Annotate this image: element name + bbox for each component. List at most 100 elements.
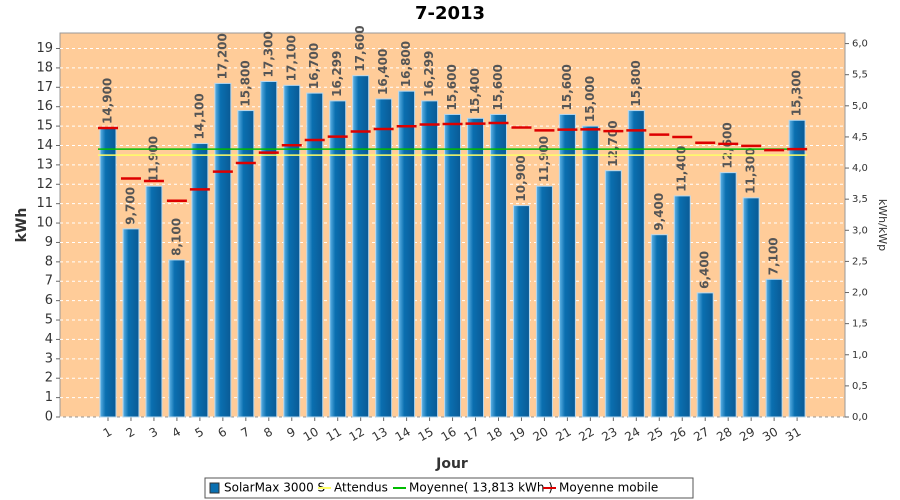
- data-label: 12,700: [606, 120, 620, 166]
- x-tick-label: 19: [507, 425, 527, 445]
- x-tick-label: 22: [576, 425, 596, 445]
- data-label: 16,700: [307, 43, 321, 89]
- y-tick-label: 17: [36, 80, 53, 95]
- y-tick-label: 5: [45, 313, 53, 328]
- x-tick-label: 29: [737, 425, 757, 445]
- legend: [204, 477, 694, 499]
- data-label: 15,300: [790, 70, 804, 116]
- bar: [283, 84, 301, 418]
- data-label: 15,800: [629, 60, 643, 106]
- y2-axis-label: kWh/kWp: [876, 199, 889, 251]
- bar: [535, 185, 553, 418]
- x-tick-label: 14: [393, 425, 413, 445]
- data-label: 17,200: [215, 33, 229, 79]
- x-tick-label: 10: [301, 425, 321, 445]
- bar: [719, 172, 737, 418]
- y2-tick-label: 5,0: [852, 101, 868, 112]
- bar: [604, 170, 622, 418]
- y2-tick-label: 0,0: [852, 412, 868, 423]
- bar: [237, 110, 255, 418]
- data-label: 11,300: [744, 148, 758, 194]
- data-label: 15,600: [445, 64, 459, 110]
- data-label: 17,600: [353, 25, 367, 71]
- y2-tick-label: 0,5: [852, 381, 868, 392]
- x-axis-label: Jour: [435, 456, 468, 472]
- x-tick-label: 11: [324, 425, 344, 445]
- x-tick-label: 27: [691, 425, 711, 445]
- y-tick-label: 16: [36, 99, 53, 114]
- y-tick-label: 11: [36, 196, 53, 211]
- y-tick-label: 13: [36, 157, 53, 172]
- bar: [788, 119, 806, 418]
- bar: [627, 110, 645, 418]
- y-tick-label: 19: [36, 41, 53, 56]
- x-tick-label: 30: [760, 425, 780, 445]
- x-tick-label: 28: [714, 425, 734, 445]
- y2-tick-label: 4,0: [852, 163, 868, 174]
- bar: [765, 278, 783, 418]
- legend-label: Moyenne( 13,813 kWh ): [409, 481, 553, 495]
- y-tick-label: 4: [45, 332, 53, 347]
- data-label: 11,400: [675, 146, 689, 192]
- x-tick-label: 15: [416, 425, 436, 445]
- legend-label: Attendus: [334, 481, 388, 495]
- x-tick-label: 16: [439, 425, 459, 445]
- data-label: 9,400: [652, 193, 666, 231]
- bar: [558, 113, 576, 418]
- y-tick-label: 10: [36, 216, 53, 231]
- y2-tick-label: 3,0: [852, 225, 868, 236]
- y-tick-label: 6: [45, 293, 53, 308]
- data-label: 14,900: [101, 78, 115, 124]
- data-label: 15,000: [583, 76, 597, 122]
- data-label: 15,800: [238, 60, 252, 106]
- x-tick-label: 24: [622, 425, 642, 445]
- x-tick-label: 31: [783, 425, 803, 445]
- bar: [696, 292, 714, 418]
- data-label: 17,100: [284, 35, 298, 81]
- bar: [742, 197, 760, 418]
- data-label: 11,900: [146, 136, 160, 182]
- x-tick-label: 25: [645, 425, 665, 445]
- y2-tick-label: 1,0: [852, 350, 868, 361]
- bar: [512, 205, 530, 418]
- chart-title: 7-2013: [415, 3, 485, 24]
- y-tick-label: 2: [45, 371, 53, 386]
- data-label: 11,900: [537, 136, 551, 182]
- data-label: 14,100: [192, 93, 206, 139]
- bar: [467, 117, 485, 418]
- data-label: 16,400: [376, 49, 390, 95]
- x-tick-label: 21: [553, 425, 573, 445]
- data-label: 16,800: [399, 41, 413, 87]
- bar: [398, 90, 416, 418]
- y-tick-label: 14: [36, 138, 53, 153]
- y2-tick-label: 6,0: [852, 39, 868, 50]
- legend-swatch: [209, 482, 220, 494]
- bar: [444, 113, 462, 418]
- y2-tick-label: 3,5: [852, 194, 868, 205]
- data-label: 15,400: [468, 68, 482, 114]
- y-tick-label: 7: [45, 274, 53, 289]
- bar: [260, 80, 278, 418]
- data-label: 12,600: [721, 122, 735, 168]
- bar: [306, 92, 324, 418]
- x-tick-label: 26: [668, 425, 688, 445]
- y-tick-label: 18: [36, 60, 53, 75]
- bar: [489, 113, 507, 418]
- data-label: 16,299: [330, 51, 344, 97]
- y-tick-label: 1: [45, 390, 53, 405]
- bar: [122, 228, 140, 418]
- bar: [673, 195, 691, 418]
- legend-label: Moyenne mobile: [559, 481, 658, 495]
- data-label: 15,600: [491, 64, 505, 110]
- x-tick-label: 17: [462, 425, 482, 445]
- y-axis-label: kWh: [14, 208, 30, 243]
- y-tick-label: 9: [45, 235, 53, 250]
- y2-tick-label: 4,5: [852, 132, 868, 143]
- data-label: 6,400: [698, 251, 712, 289]
- data-label: 15,600: [560, 64, 574, 110]
- x-tick-label: 20: [530, 425, 550, 445]
- data-label: 16,299: [422, 51, 436, 97]
- x-tick-label: 13: [370, 425, 390, 445]
- y-tick-label: 15: [36, 119, 53, 134]
